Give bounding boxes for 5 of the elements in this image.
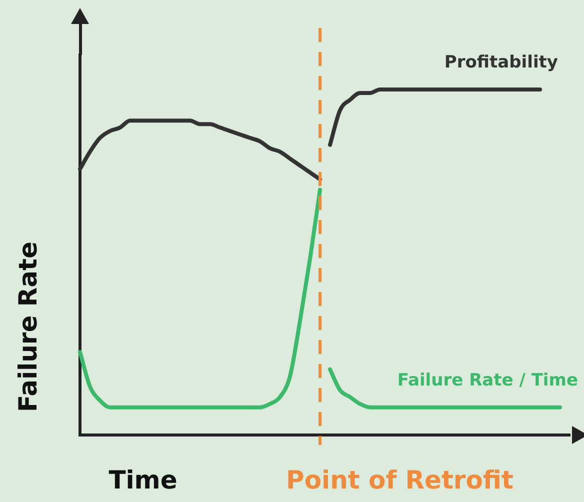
x-axis-title: Time — [108, 466, 178, 494]
text: Point of Retrofit — [286, 466, 514, 494]
series-label: Failure Rate / Time — [397, 370, 578, 390]
series-label: Profitability — [444, 52, 558, 72]
y-axis-title: Failure Rate — [14, 242, 42, 412]
